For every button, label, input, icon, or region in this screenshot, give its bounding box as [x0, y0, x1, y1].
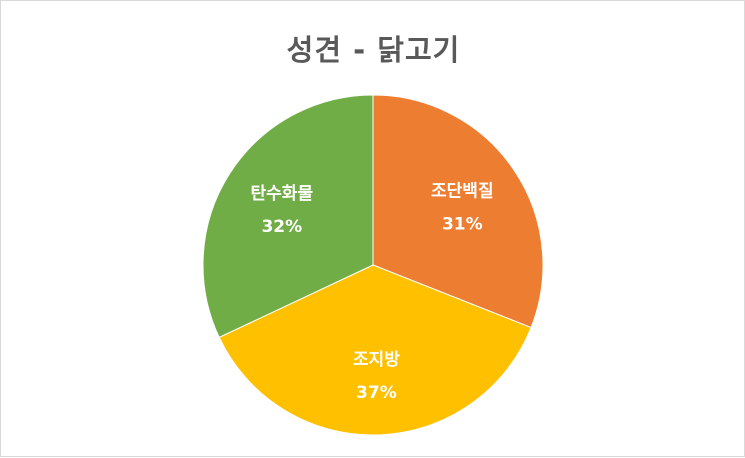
slice-label-category: 탄수화물	[251, 184, 314, 204]
pie-slice-1	[372, 94, 544, 329]
slice-label-percent: 37%	[356, 383, 397, 403]
slice-label-category: 조단백질	[431, 180, 494, 201]
pie-slice-3	[202, 94, 374, 339]
slice-label-percent: 32%	[261, 217, 302, 237]
pie-slices	[202, 94, 544, 436]
pie-slice-2	[218, 264, 532, 436]
slice-label-category: 조지방	[353, 350, 400, 370]
pie-labels: 조단백질 31% 조지방 37% 탄수화물 32%	[251, 180, 494, 403]
chart-title: 성견 - 닭고기	[286, 33, 461, 67]
slice-label-percent: 31%	[442, 214, 483, 234]
